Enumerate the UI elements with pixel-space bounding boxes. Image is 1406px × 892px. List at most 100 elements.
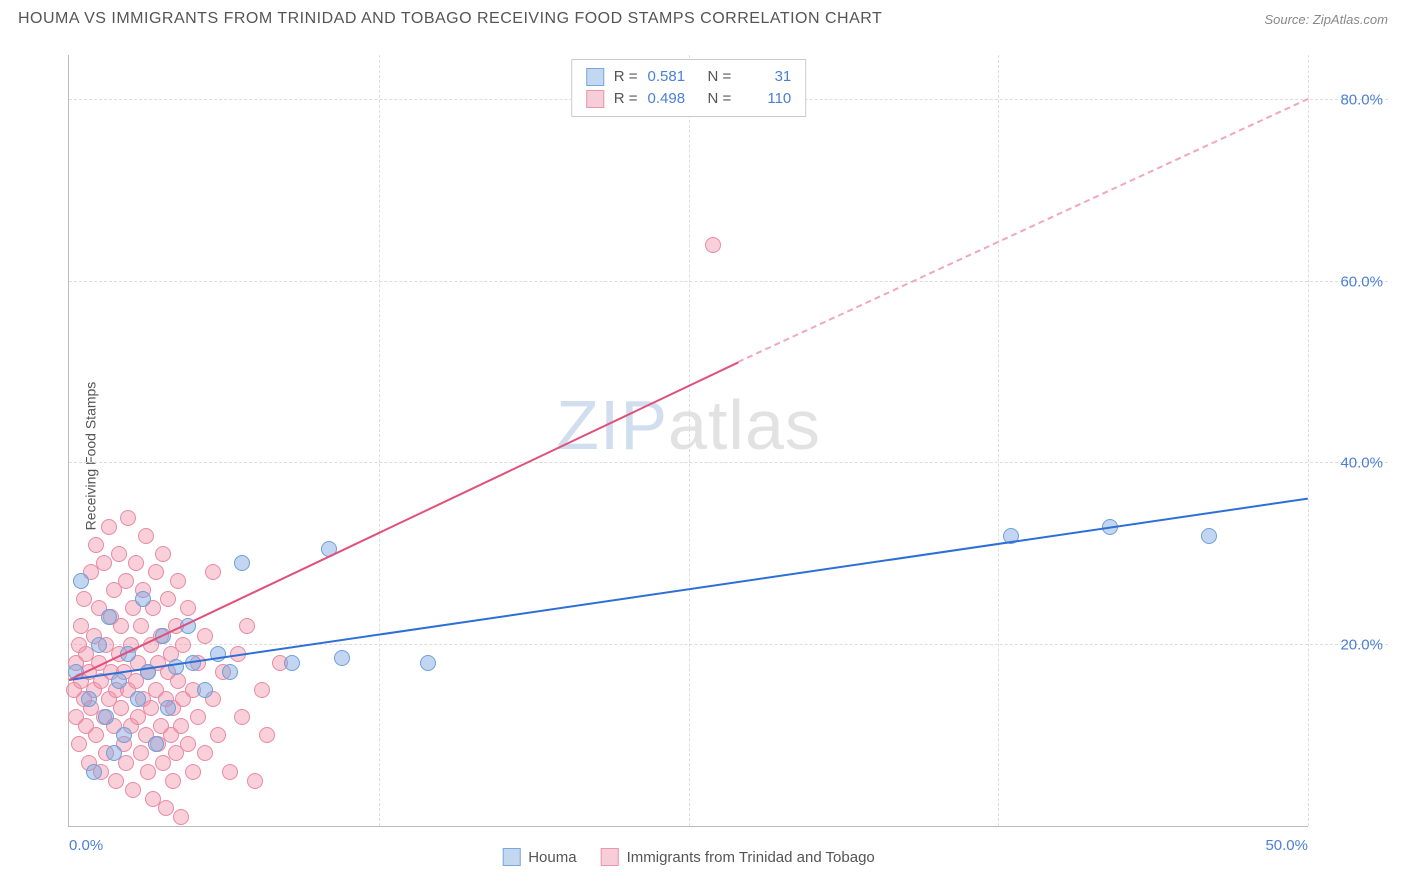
data-point-trinidad: [170, 573, 186, 589]
n-label-b: N =: [708, 88, 732, 110]
y-tick-label: 60.0%: [1340, 273, 1383, 290]
data-point-trinidad: [180, 600, 196, 616]
trendline-trinidad-extrapolated: [738, 98, 1309, 363]
swatch-houma-icon: [502, 848, 520, 866]
gridline-v: [1308, 55, 1309, 826]
n-label-a: N =: [708, 66, 732, 88]
data-point-houma: [81, 691, 97, 707]
r-value-a: 0.581: [648, 66, 698, 88]
data-point-houma: [130, 691, 146, 707]
data-point-trinidad: [118, 573, 134, 589]
data-point-trinidad: [173, 809, 189, 825]
data-point-trinidad: [111, 546, 127, 562]
data-point-trinidad: [205, 564, 221, 580]
source-value: ZipAtlas.com: [1313, 12, 1388, 27]
data-point-trinidad: [128, 555, 144, 571]
data-point-trinidad: [234, 709, 250, 725]
data-point-houma: [73, 573, 89, 589]
data-point-trinidad: [71, 736, 87, 752]
data-point-trinidad: [148, 564, 164, 580]
r-value-b: 0.498: [648, 88, 698, 110]
n-value-b: 110: [741, 88, 791, 110]
data-point-trinidad: [239, 618, 255, 634]
swatch-trinidad-icon: [601, 848, 619, 866]
source-label: Source:: [1264, 12, 1312, 27]
data-point-houma: [1201, 528, 1217, 544]
chart-header: HOUMA VS IMMIGRANTS FROM TRINIDAD AND TO…: [0, 0, 1406, 34]
legend-series: Houma Immigrants from Trinidad and Tobag…: [502, 848, 875, 866]
data-point-trinidad: [158, 800, 174, 816]
data-point-trinidad: [88, 537, 104, 553]
gridline-h: [69, 462, 1388, 463]
gridline-v: [998, 55, 999, 826]
legend-item-houma: Houma: [502, 848, 576, 866]
data-point-trinidad: [108, 773, 124, 789]
data-point-trinidad: [133, 745, 149, 761]
swatch-houma-icon: [586, 68, 604, 86]
plot-area: ZIPatlas R = 0.581 N = 31 R = 0.498 N = …: [68, 55, 1308, 827]
legend-label-houma: Houma: [528, 849, 576, 866]
data-point-trinidad: [155, 546, 171, 562]
swatch-trinidad-icon: [586, 90, 604, 108]
data-point-trinidad: [197, 745, 213, 761]
data-point-trinidad: [138, 528, 154, 544]
data-point-trinidad: [210, 727, 226, 743]
data-point-trinidad: [125, 782, 141, 798]
data-point-houma: [101, 609, 117, 625]
n-value-a: 31: [741, 66, 791, 88]
data-point-trinidad: [113, 700, 129, 716]
legend-correlation-box: R = 0.581 N = 31 R = 0.498 N = 110: [571, 59, 807, 117]
data-point-houma: [234, 555, 250, 571]
data-point-trinidad: [197, 628, 213, 644]
data-point-trinidad: [133, 618, 149, 634]
data-point-trinidad: [259, 727, 275, 743]
data-point-houma: [98, 709, 114, 725]
data-point-houma: [148, 736, 164, 752]
data-point-trinidad: [170, 673, 186, 689]
data-point-trinidad: [173, 718, 189, 734]
y-tick-label: 80.0%: [1340, 92, 1383, 109]
chart-title: HOUMA VS IMMIGRANTS FROM TRINIDAD AND TO…: [18, 10, 882, 28]
data-point-trinidad: [76, 591, 92, 607]
data-point-trinidad: [180, 736, 196, 752]
r-label-a: R =: [614, 66, 638, 88]
data-point-houma: [91, 637, 107, 653]
data-point-houma: [334, 650, 350, 666]
data-point-trinidad: [175, 637, 191, 653]
gridline-v: [379, 55, 380, 826]
data-point-trinidad: [222, 764, 238, 780]
watermark-zip: ZIP: [556, 386, 668, 464]
watermark-atlas: atlas: [668, 386, 821, 464]
data-point-houma: [284, 655, 300, 671]
legend-item-trinidad: Immigrants from Trinidad and Tobago: [601, 848, 875, 866]
data-point-houma: [420, 655, 436, 671]
data-point-houma: [197, 682, 213, 698]
gridline-v: [689, 55, 690, 826]
trendline-trinidad: [69, 362, 739, 681]
data-point-trinidad: [185, 764, 201, 780]
data-point-houma: [106, 745, 122, 761]
legend-row-houma: R = 0.581 N = 31: [586, 66, 792, 88]
data-point-houma: [86, 764, 102, 780]
legend-row-trinidad: R = 0.498 N = 110: [586, 88, 792, 110]
r-label-b: R =: [614, 88, 638, 110]
data-point-trinidad: [254, 682, 270, 698]
data-point-trinidad: [705, 237, 721, 253]
data-point-houma: [160, 700, 176, 716]
data-point-trinidad: [101, 519, 117, 535]
gridline-h: [69, 644, 1388, 645]
data-point-houma: [222, 664, 238, 680]
data-point-trinidad: [190, 709, 206, 725]
x-tick-label: 50.0%: [1265, 837, 1308, 854]
legend-label-trinidad: Immigrants from Trinidad and Tobago: [627, 849, 875, 866]
data-point-houma: [135, 591, 151, 607]
gridline-h: [69, 281, 1388, 282]
y-tick-label: 40.0%: [1340, 455, 1383, 472]
data-point-trinidad: [96, 555, 112, 571]
data-point-trinidad: [88, 727, 104, 743]
y-tick-label: 20.0%: [1340, 636, 1383, 653]
data-point-trinidad: [120, 510, 136, 526]
data-point-houma: [116, 727, 132, 743]
x-tick-label: 0.0%: [69, 837, 103, 854]
data-point-trinidad: [160, 591, 176, 607]
